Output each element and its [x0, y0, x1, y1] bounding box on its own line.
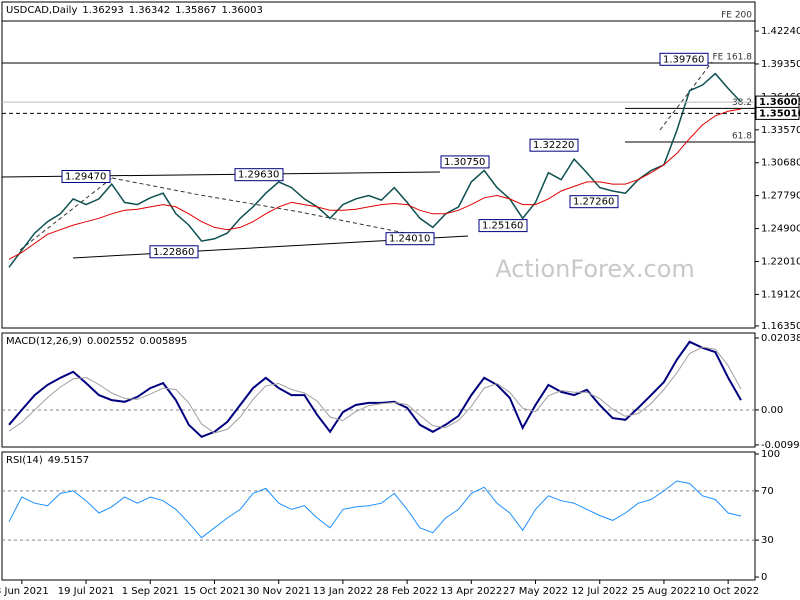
- swing-box: [529, 138, 579, 152]
- swing-label: 1.27260: [573, 197, 614, 208]
- panel-header: RSI(14) 49.5157: [6, 455, 89, 466]
- x-tick-label: 28 Feb 2022: [376, 586, 438, 597]
- swing-box: [234, 168, 284, 182]
- y-tick-label: 70: [761, 486, 774, 497]
- price-box-label: 1.36003: [759, 97, 800, 108]
- y-tick-label: 1.16350: [761, 321, 800, 332]
- header-value: 1.36342: [129, 5, 170, 16]
- y-tick-label: 1.22010: [761, 256, 800, 267]
- y-tick-label: 0: [761, 572, 767, 583]
- header-value: 0.002552: [87, 336, 135, 347]
- swing-box: [659, 52, 709, 66]
- x-tick-label: 27 May 2022: [503, 586, 568, 597]
- swing-label: 1.25160: [482, 221, 523, 232]
- trend-line: [659, 61, 713, 131]
- y-tick-label: 1.33570: [761, 125, 800, 136]
- swing-label: 1.29630: [238, 170, 279, 181]
- swing-label: 1.29470: [65, 172, 106, 183]
- level-label: FE 200: [721, 11, 752, 21]
- trend-line: [19, 177, 113, 251]
- x-tick-label: 3 Jun 2021: [0, 586, 49, 597]
- x-tick-label: 13 Jan 2022: [313, 586, 373, 597]
- panel-title: MACD(12,26,9): [6, 336, 82, 347]
- header-value: 0.005895: [140, 336, 188, 347]
- x-tick-label: 19 Jul 2021: [58, 586, 115, 597]
- x-tick-label: 12 Jul 2022: [571, 586, 628, 597]
- swing-box: [149, 245, 199, 259]
- header-value: 49.5157: [48, 455, 89, 466]
- x-tick-label: 1 Sep 2021: [122, 586, 179, 597]
- swing-box: [61, 170, 111, 184]
- trend-line: [111, 177, 431, 239]
- y-tick-label: 1.24900: [761, 224, 800, 235]
- swing-box: [385, 232, 435, 246]
- level-label: 38.2: [732, 98, 752, 108]
- y-tick-label: 1.42240: [761, 26, 800, 37]
- header-value: 1.35867: [175, 5, 216, 16]
- y-tick-label: 30: [761, 535, 774, 546]
- y-tick-label: 1.19120: [761, 289, 800, 300]
- panel-title: USDCAD,Daily: [6, 5, 77, 16]
- swing-label: 1.30750: [444, 157, 485, 168]
- series-line: [8, 346, 742, 434]
- swing-box: [440, 155, 490, 169]
- panel-frame: [1, 332, 756, 448]
- swing-label: 1.39760: [663, 54, 704, 65]
- watermark: ActionForex.com: [495, 255, 695, 283]
- level-label: FE 161.8: [713, 52, 753, 62]
- x-tick-label: 10 Oct 2022: [697, 586, 759, 597]
- series-line: [8, 480, 742, 539]
- x-tick-label: 30 Nov 2021: [247, 586, 311, 597]
- x-tick-label: 25 Aug 2022: [632, 586, 696, 597]
- y-tick-label: 0.020382: [761, 333, 800, 344]
- x-tick-label: 15 Oct 2021: [184, 586, 246, 597]
- y-tick-label: 100: [761, 449, 780, 460]
- panel-header: MACD(12,26,9) 0.002552 0.005895: [6, 336, 187, 347]
- swing-label: 1.22860: [153, 247, 194, 258]
- panel-frame: [1, 451, 756, 581]
- y-tick-label: 1.39350: [761, 59, 800, 70]
- swing-label: 1.32220: [533, 140, 574, 151]
- y-tick-label: 0.00: [761, 405, 783, 416]
- series-line: [8, 72, 742, 268]
- level-label: 61.8: [732, 131, 752, 141]
- panel-title: RSI(14): [6, 455, 43, 466]
- y-tick-label: 1.30680: [761, 158, 800, 169]
- panel-header: USDCAD,Daily 1.36293 1.36342 1.35867 1.36003: [6, 5, 263, 16]
- swing-label: 1.24010: [389, 234, 430, 245]
- header-value: 1.36293: [82, 5, 123, 16]
- swing-box: [478, 219, 528, 233]
- price-box: [755, 106, 800, 120]
- y-tick-label: 1.27790: [761, 191, 800, 202]
- x-tick-label: 13 Apr 2022: [440, 586, 502, 597]
- panel-frame: [1, 1, 756, 329]
- y-tick-label: -0.009914: [761, 440, 800, 451]
- swing-box: [569, 195, 619, 209]
- price-box-label: 1.35010: [759, 108, 800, 119]
- header-value: 1.36003: [221, 5, 262, 16]
- series-line: [8, 108, 742, 260]
